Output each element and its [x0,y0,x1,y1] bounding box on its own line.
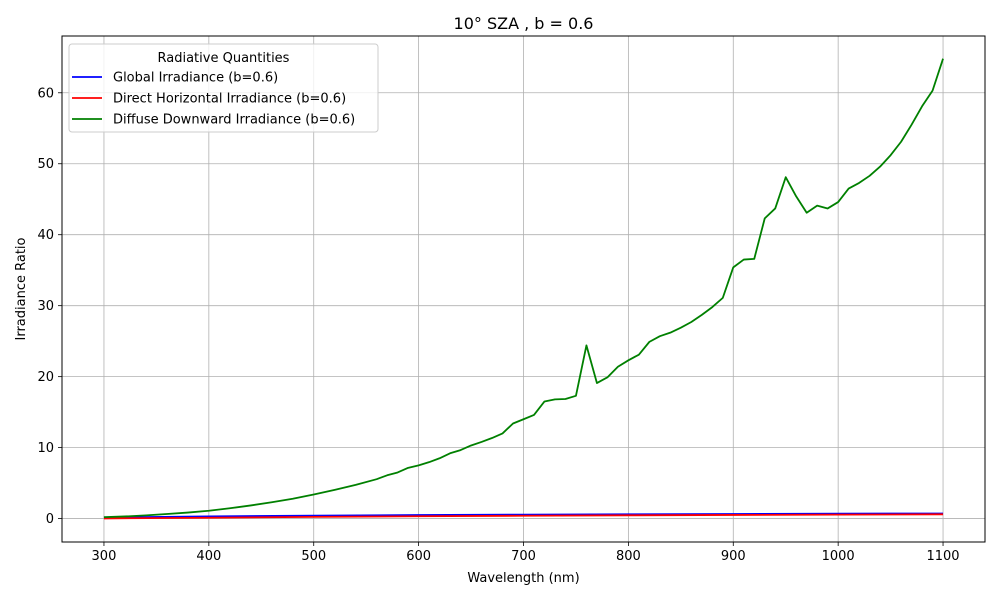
x-tick-label: 600 [406,549,431,564]
series-line-2 [103,513,944,520]
x-tick-label: 1100 [926,549,959,564]
plot-lines [103,58,944,520]
x-tick-label: 800 [616,549,641,564]
series-line-3 [103,58,944,519]
x-tick-label: 300 [92,549,117,564]
y-tick-label: 10 [37,441,54,456]
legend-title: Radiative Quantities [158,51,290,66]
x-tick-label: 1000 [822,549,855,564]
legend: Radiative Quantities Global Irradiance (… [68,43,379,133]
legend-box [68,43,379,133]
x-tick-label: 500 [301,549,326,564]
legend-label: Global Irradiance (b=0.6) [113,71,278,86]
y-axis-title: Irradiance Ratio [14,237,29,340]
legend-label: Direct Horizontal Irradiance (b=0.6) [113,92,346,107]
legend-items: Global Irradiance (b=0.6) Direct Horizont… [72,71,355,128]
y-tick-label: 20 [37,370,54,385]
y-tick-label: 50 [37,157,54,172]
chart-title: 10° SZA , b = 0.6 [454,14,594,33]
x-axis-title: Wavelength (nm) [467,571,579,586]
x-tick-label: 900 [721,549,746,564]
x-tick-label: 700 [511,549,536,564]
x-tick-label: 400 [196,549,221,564]
y-tick-label: 0 [46,512,54,527]
series-line-1 [103,512,944,519]
y-tick-label: 40 [37,228,54,243]
y-tick-label: 60 [37,86,54,101]
legend-label: Diffuse Downward Irradiance (b=0.6) [113,113,355,128]
axis-ticks: 300 400 500 600 700 800 900 1000 1100 0 10 20 30 40 50… [37,86,959,564]
y-tick-label: 30 [37,299,54,314]
